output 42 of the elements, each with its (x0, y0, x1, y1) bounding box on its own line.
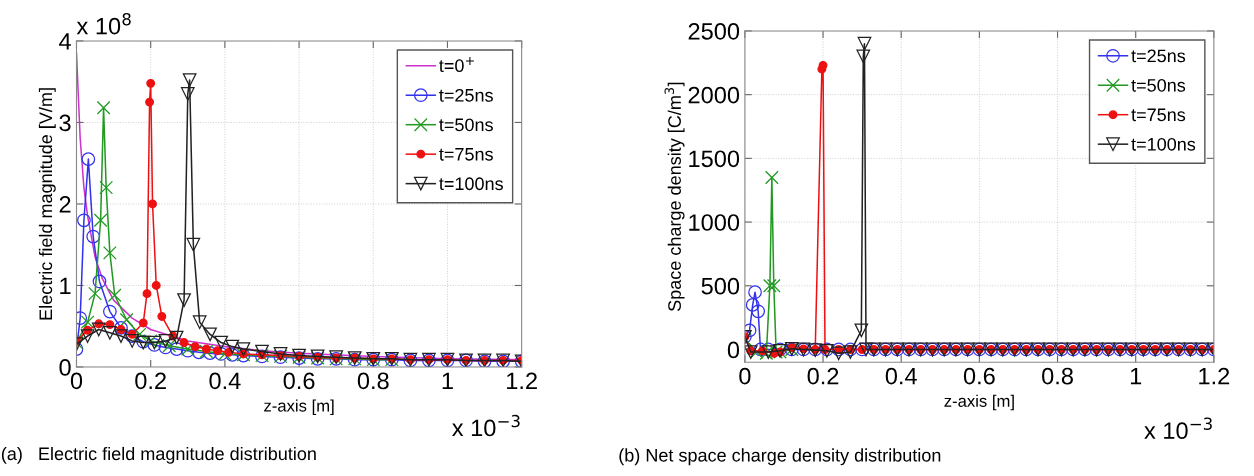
y-tick-label: 1500 (689, 150, 740, 168)
x-tick-label: 0.6 (283, 372, 315, 390)
legend-label: t=100ns (439, 177, 503, 191)
legend-label: t=50ns (439, 118, 493, 132)
legend-label: t=75ns (1131, 108, 1186, 122)
y-tick-label: 2000 (688, 86, 740, 104)
y-tick-label: 1 (60, 277, 71, 295)
y-axis-title: Electric field magnitude [V/m] (38, 88, 56, 320)
x-tick-label: 0 (739, 367, 751, 385)
legend-label: t=75ns (439, 148, 493, 161)
text: x 10$^{8}$ (76, 12, 131, 35)
y-tick-label: 500 (701, 277, 740, 295)
legend-label: t=25ns (439, 88, 493, 102)
x-tick-label: 0.2 (807, 367, 839, 385)
x-tick-label: 1.2 (507, 372, 537, 389)
text: (a) Electric field magnitude distribution (1, 446, 316, 464)
x-axis-title: z-axis [m] (944, 394, 1014, 411)
legend-label: t=25ns (1131, 49, 1186, 63)
text: x 10$^{−3}$ (452, 414, 520, 437)
x-tick-label: 0.6 (963, 367, 995, 385)
x-tick-label: 0.4 (885, 367, 917, 385)
y-tick-label: 2 (59, 196, 71, 213)
legend-label: t=100ns (1131, 137, 1196, 151)
legend-label: t=50ns (1131, 78, 1186, 92)
y-tick-label: 0 (727, 341, 740, 359)
y-tick-label: 2500 (688, 23, 740, 40)
x-tick-label: 0.8 (357, 372, 389, 390)
legend-label: t=0$^{+}$ (439, 57, 474, 73)
x-tick-label: 1 (1130, 367, 1142, 385)
y-tick-label: 4 (59, 33, 71, 50)
y-axis-title: Space charge density [C/m$^{3}$] (664, 82, 685, 312)
x-tick-label: 0.8 (1042, 367, 1073, 385)
y-tick-label: 3 (59, 114, 71, 132)
x-tick-label: 0.2 (135, 372, 166, 390)
x-tick-label: 0.4 (209, 372, 241, 390)
x-axis-title: z-axis [m] (264, 399, 334, 415)
x-tick-label: 1.2 (1199, 367, 1230, 385)
text: x 10$^{−3}$ (1144, 417, 1212, 440)
x-tick-label: 1 (442, 372, 453, 389)
x-tick-label: 0 (70, 372, 83, 390)
text: (b) Net space charge density distribution (619, 448, 941, 466)
y-tick-label: 1000 (689, 214, 740, 231)
